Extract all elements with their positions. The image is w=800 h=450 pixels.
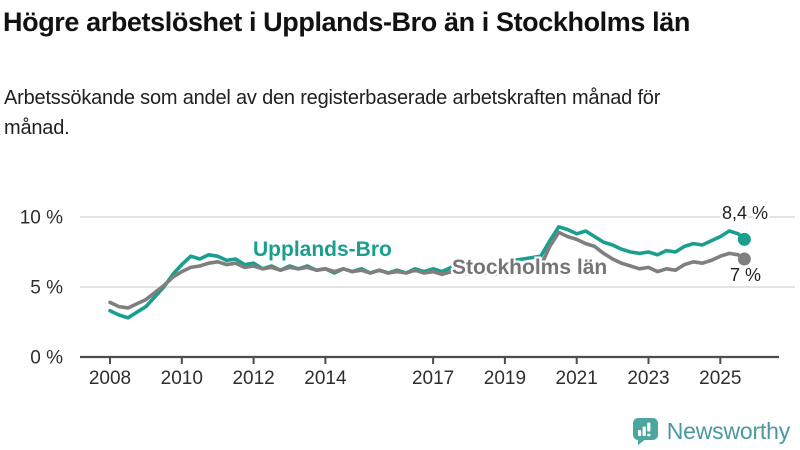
x-axis-tick-label: 2014 [304, 368, 347, 389]
page-title: Högre arbetslöshet i Upplands-Bro än i S… [3, 7, 690, 37]
chart-header: Högre arbetslöshet i Upplands-Bro än i S… [3, 4, 773, 143]
x-axis-tick-label: 2023 [627, 368, 669, 389]
x-axis-tick-label: 2021 [556, 368, 598, 389]
x-axis-tick-label: 2019 [484, 368, 526, 389]
series-line-1 [108, 230, 747, 310]
series-end-dot-0 [737, 232, 751, 246]
series-end-dot-1 [737, 252, 751, 266]
y-axis-tick-label: 0 % [30, 348, 63, 369]
line-chart: 0 % 5 % 10 % 2008 2010 2012 2014 2017 2019 2021 20… [20, 208, 795, 389]
y-axis-tick-label: 5 % [30, 278, 63, 299]
series-label-upplands-bro: Upplands-Bro [253, 238, 392, 261]
series-label-stockholms-lan: Stockholms län [452, 256, 608, 279]
x-axis-tick-label: 2025 [699, 368, 741, 389]
end-value-label-stockholms-lan: 7 % [730, 265, 762, 285]
x-axis-tick-label: 2008 [89, 368, 131, 389]
brand-name: Newsworthy [666, 418, 790, 444]
chart-subtitle: Arbetssökande som andel av den registerb… [4, 87, 661, 139]
x-axis-tick-label: 2012 [232, 368, 274, 389]
x-axis-tick-label: 2010 [161, 368, 203, 389]
newsworthy-logo[interactable]: Newsworthy [632, 417, 790, 446]
series-line-0 [108, 224, 747, 320]
end-value-label-upplands-bro: 8,4 % [722, 203, 769, 223]
y-axis-tick-label: 10 % [20, 208, 63, 229]
bar-chart-speech-bubble-icon [632, 418, 658, 446]
x-axis-tick-label: 2017 [412, 368, 454, 389]
